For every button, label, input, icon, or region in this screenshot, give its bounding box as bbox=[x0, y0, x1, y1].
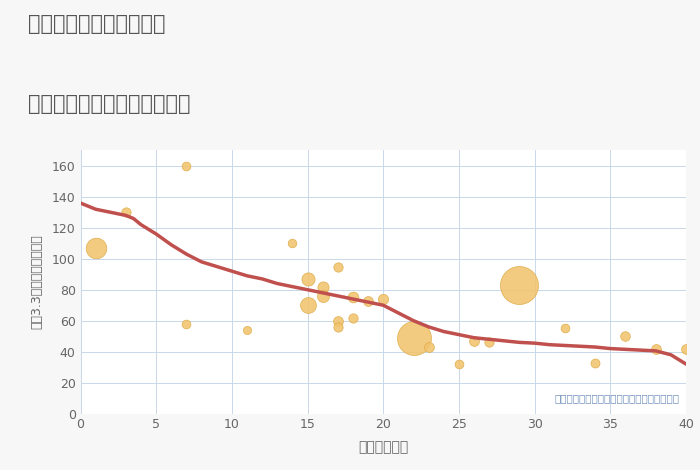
Point bbox=[454, 360, 465, 368]
Point bbox=[620, 332, 631, 340]
Point bbox=[347, 314, 358, 321]
Point bbox=[347, 294, 358, 301]
Point bbox=[181, 162, 192, 170]
Text: 奈良県奈良市大安寺西の: 奈良県奈良市大安寺西の bbox=[28, 14, 165, 34]
Point bbox=[90, 244, 101, 252]
Point bbox=[332, 323, 344, 331]
Point bbox=[363, 297, 374, 305]
Point bbox=[317, 292, 328, 300]
Point bbox=[559, 325, 570, 332]
Point bbox=[302, 301, 313, 309]
Point bbox=[241, 326, 253, 334]
Point bbox=[332, 263, 344, 270]
Point bbox=[332, 317, 344, 324]
Point bbox=[287, 240, 298, 247]
Point bbox=[650, 345, 662, 352]
Point bbox=[378, 295, 389, 303]
Point bbox=[514, 282, 525, 289]
Point bbox=[408, 334, 419, 342]
Text: 円の大きさは、取引のあった物件面積を示す: 円の大きさは、取引のあった物件面積を示す bbox=[555, 393, 680, 403]
Point bbox=[484, 338, 495, 346]
X-axis label: 築年数（年）: 築年数（年） bbox=[358, 440, 408, 454]
Point bbox=[181, 320, 192, 328]
Point bbox=[317, 283, 328, 290]
Point bbox=[423, 343, 434, 351]
Point bbox=[302, 275, 313, 282]
Point bbox=[680, 345, 692, 352]
Point bbox=[468, 337, 480, 345]
Text: 築年数別中古マンション価格: 築年数別中古マンション価格 bbox=[28, 94, 190, 114]
Y-axis label: 坪（3.3㎡）単価（万円）: 坪（3.3㎡）単価（万円） bbox=[30, 235, 43, 329]
Point bbox=[120, 209, 132, 216]
Point bbox=[589, 359, 601, 366]
